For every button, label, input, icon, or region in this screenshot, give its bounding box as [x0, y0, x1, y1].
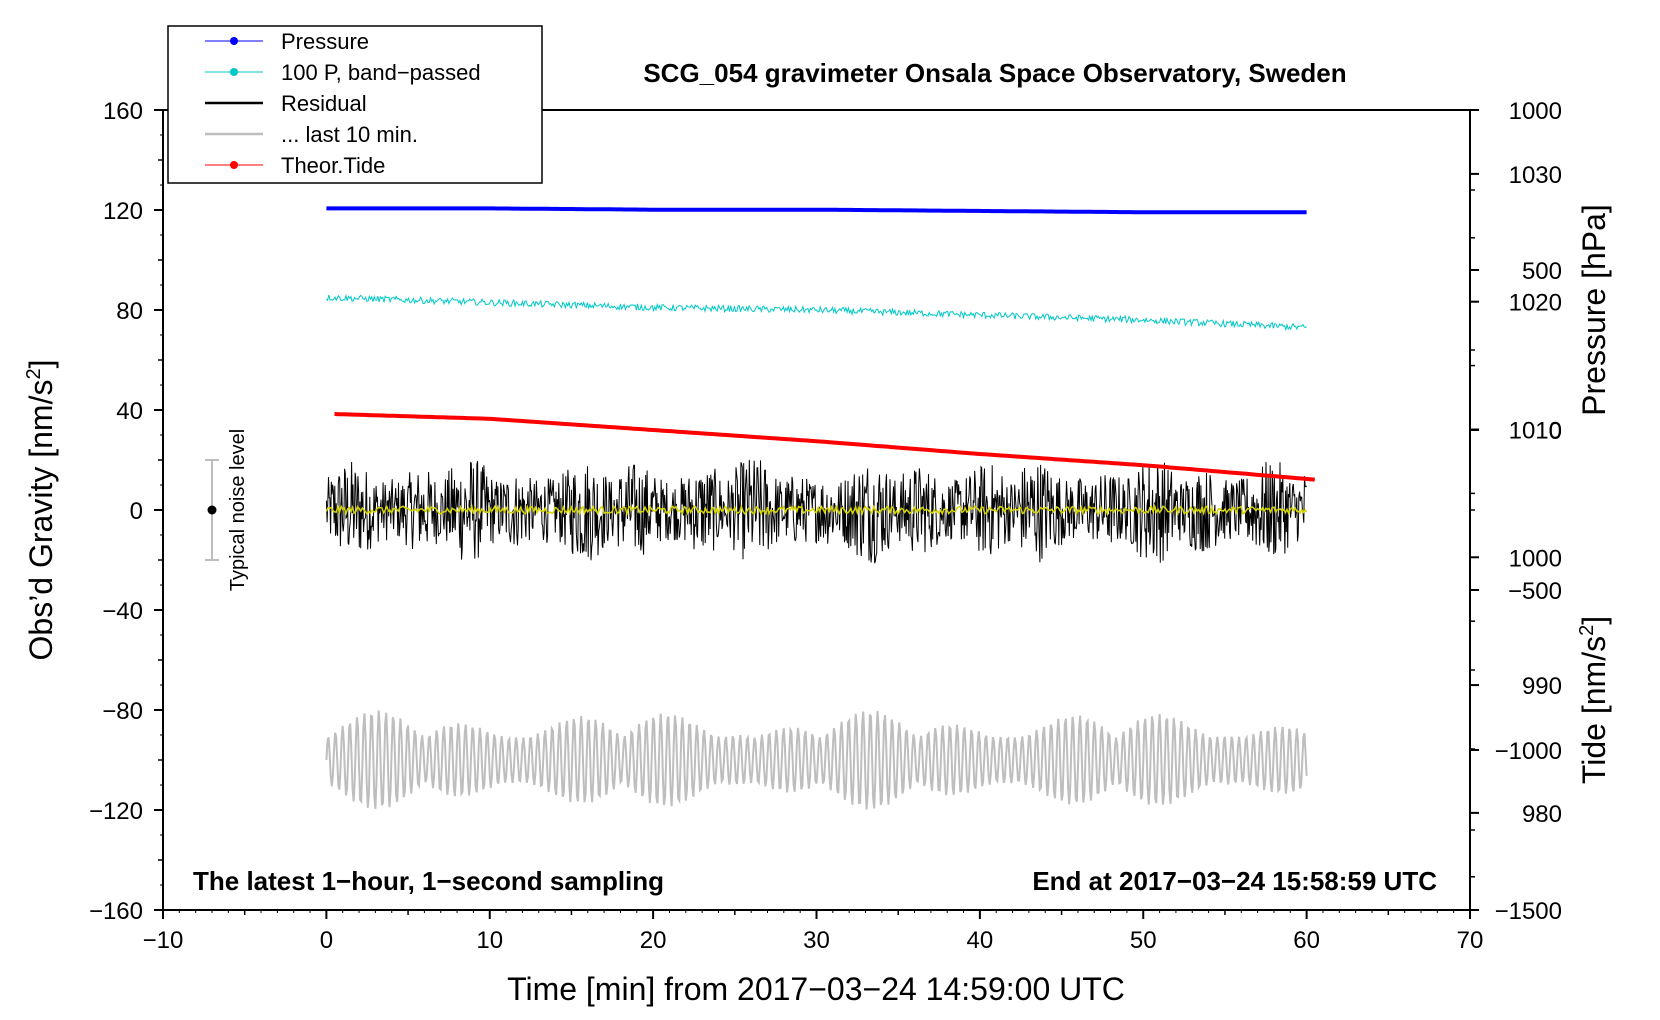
y-tick-label: 160 [103, 98, 143, 125]
x-tick-label: 70 [1457, 927, 1484, 954]
tide-axis-title-sup: 2 [1576, 625, 1598, 636]
y-axis-title: Obs’d Gravity [nm/s2] [23, 360, 59, 661]
y-tick-label: 80 [116, 298, 143, 325]
legend-marker [230, 37, 238, 45]
legend-marker [230, 161, 238, 169]
y-tick-label: 120 [103, 198, 143, 225]
annotation-left: The latest 1−hour, 1−second sampling [193, 866, 664, 896]
residual-smoothed-line [325, 503, 1308, 517]
y-tick-label: −40 [102, 598, 143, 625]
y-axis-title-end: ] [23, 360, 59, 369]
bandpassed-pressure-line [326, 293, 1307, 332]
legend-label: 100 P, band−passed [281, 60, 481, 85]
y-axis-title-main: Obs’d Gravity [nm/s [23, 380, 59, 661]
legend-label: Theor.Tide [281, 153, 385, 178]
pressure-tick-label: 980 [1522, 801, 1562, 828]
series-group [325, 206, 1315, 810]
pressure-tick-label: 1020 [1509, 290, 1562, 317]
tide-tick-label: 1000 [1509, 98, 1562, 125]
tide-axis-title: Tide [nm/s2] [1576, 616, 1612, 784]
y-tick-label: −80 [102, 698, 143, 725]
tide-tick-label: −1500 [1495, 898, 1562, 925]
residual-line [325, 459, 1308, 564]
legend-box [167, 25, 543, 184]
y-tick-label: 40 [116, 398, 143, 425]
pressure-tick-label: 990 [1522, 673, 1562, 700]
x-tick-label: 30 [803, 927, 830, 954]
x-tick-label: 60 [1293, 927, 1320, 954]
y-tick-label: −120 [89, 798, 143, 825]
noise-bar-label: Typical noise level [227, 429, 249, 591]
legend-label: ... last 10 min. [281, 122, 418, 147]
tide-tick-label: 0 [1549, 418, 1562, 445]
y-tick-label: 0 [130, 498, 143, 525]
x-axis-title: Time [min] from 2017−03−24 14:59:00 UTC [507, 971, 1125, 1007]
y-tick-label: −160 [89, 898, 143, 925]
tick-marks: −10 0 10 20 30 40 50 60 70−160−120−80−4004080120… [89, 98, 1562, 954]
legend: Pressure 100 P, band−passed Residual ... la… [167, 25, 543, 184]
x-tick-label: 50 [1130, 927, 1157, 954]
tide-line [334, 412, 1315, 482]
noise-bar-dot [207, 505, 217, 515]
y-axis-title-sup: 2 [23, 368, 45, 379]
x-tick-label: 10 [476, 927, 503, 954]
x-tick-label: 40 [967, 927, 994, 954]
pressure-tick-label: 1000 [1509, 545, 1562, 572]
last-10-min-line [325, 710, 1308, 810]
pressure-tick-label: 1030 [1509, 162, 1562, 189]
chart-title: SCG_054 gravimeter Onsala Space Observat… [643, 58, 1346, 88]
tide-tick-label: −1000 [1495, 738, 1562, 765]
pressure-tick-label: 1010 [1509, 417, 1562, 444]
legend-label: Pressure [281, 29, 369, 54]
tide-tick-label: 500 [1522, 258, 1562, 285]
x-tick-label: 0 [320, 927, 333, 954]
x-tick-label: −10 [143, 927, 184, 954]
x-tick-label: 20 [640, 927, 667, 954]
plot-frame [162, 109, 1471, 911]
pressure-axis-title: Pressure [hPa] [1576, 204, 1612, 416]
tide-axis-title-end: ] [1576, 616, 1612, 625]
pressure-line [326, 206, 1307, 215]
tide-axis-title-main: Tide [nm/s [1576, 636, 1612, 784]
noise-bar [205, 459, 220, 561]
annotation-right: End at 2017−03−24 15:58:59 UTC [1032, 866, 1437, 896]
legend-marker [230, 68, 238, 76]
legend-label: Residual [281, 91, 367, 116]
tide-tick-label: −500 [1508, 578, 1562, 605]
